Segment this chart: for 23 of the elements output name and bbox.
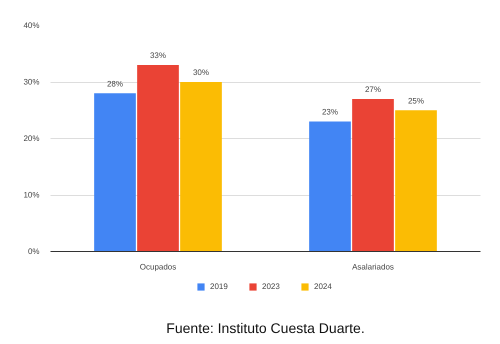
- y-tick-label: 10%: [23, 190, 40, 200]
- x-tick-label: Asalariados: [352, 262, 394, 272]
- y-tick-label: 20%: [23, 134, 40, 143]
- data-label: 33%: [150, 51, 166, 60]
- data-label: 30%: [192, 68, 210, 77]
- data-label: 28%: [106, 79, 124, 88]
- legend-label: 2019: [210, 282, 229, 291]
- bar: [94, 93, 136, 252]
- data-label: 25%: [408, 96, 424, 106]
- x-tick-label: Ocupados: [140, 262, 176, 272]
- source-note: Fuente: Instituto Cuesta Duarte.: [166, 320, 365, 336]
- data-label: 27%: [364, 84, 382, 94]
- bar: [309, 122, 351, 252]
- data-label: 23%: [322, 108, 338, 117]
- y-tick-label: 40%: [23, 21, 40, 30]
- bar: [395, 110, 437, 252]
- legend-label: 2024: [314, 282, 333, 291]
- y-tick-label: 0%: [28, 247, 40, 256]
- y-tick-label: 30%: [23, 78, 40, 86]
- bar: [180, 82, 222, 252]
- bar: [137, 65, 179, 252]
- legend-label: 2023: [262, 282, 281, 291]
- bar: [352, 98, 394, 252]
